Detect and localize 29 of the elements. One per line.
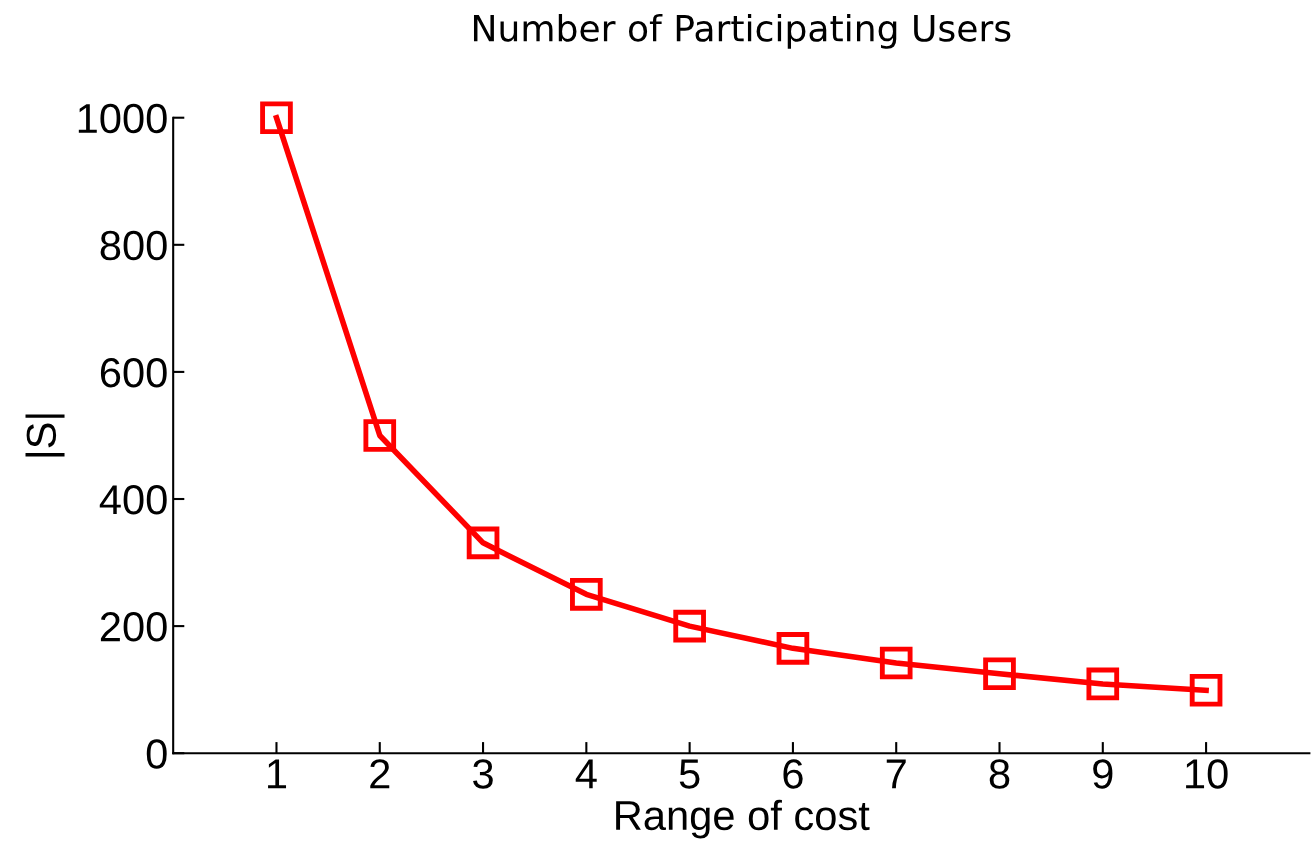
y-tick-label: 800: [100, 230, 167, 261]
x-axis-title: Range of cost: [616, 799, 870, 839]
x-tick-label: 10: [1186, 759, 1228, 789]
x-tick-label: 7: [886, 759, 906, 789]
point: [673, 609, 706, 643]
y-tick-label: 400: [99, 485, 167, 515]
y-tick-label: 0: [146, 739, 167, 769]
y-tick-label: 600: [100, 357, 167, 388]
x-tick-label: 8: [989, 759, 1010, 789]
x-tick-label: 2: [370, 759, 390, 789]
x-tick-label: 6: [783, 759, 803, 789]
point: [570, 578, 603, 611]
y-tick-label: 200: [100, 612, 167, 642]
x-tick-label: 3: [473, 759, 493, 789]
point: [1086, 667, 1120, 701]
point: [983, 657, 1016, 691]
point: [363, 419, 397, 452]
x-tick-label: 5: [679, 759, 700, 789]
y-tick-label: 1000: [78, 103, 167, 134]
point: [879, 646, 913, 680]
point: [1189, 673, 1223, 707]
point: [260, 101, 293, 135]
point: [466, 526, 500, 560]
chart-title: Number of Participating Users: [473, 13, 1011, 49]
y-axis-title: |S|: [25, 414, 65, 457]
x-tick-label: 1: [268, 759, 287, 789]
x-tick-label: 4: [575, 759, 597, 789]
x-tick-label: 9: [1093, 759, 1113, 789]
point: [776, 632, 810, 665]
